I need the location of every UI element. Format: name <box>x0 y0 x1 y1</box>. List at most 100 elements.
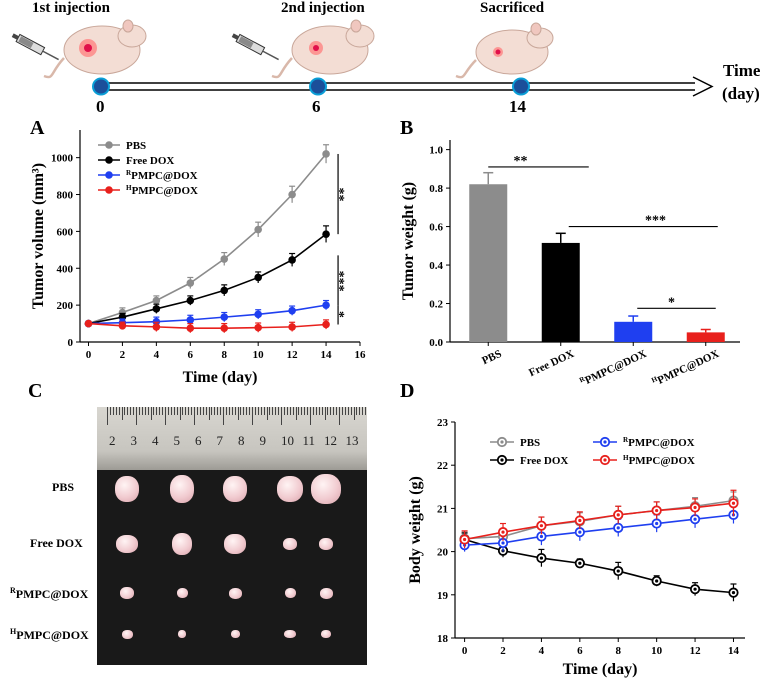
chart-d-point-center <box>501 541 505 545</box>
chart-a-point <box>322 320 330 329</box>
tumor-sample <box>228 587 242 599</box>
chart-a-legend-label: PBS <box>126 140 146 152</box>
chart-d-point-center <box>578 518 582 523</box>
ruler-tick <box>188 407 190 415</box>
chart-d-point-center <box>539 534 544 539</box>
panel-label-b: B <box>400 117 414 139</box>
chart-b-sig-label: ** <box>514 154 528 169</box>
chart-d-xtick-label: 14 <box>728 645 740 657</box>
ruler-tick <box>249 407 251 415</box>
chart-a-series-line <box>88 153 327 325</box>
ruler-tick <box>324 407 326 420</box>
chart-d-xtick-label: 12 <box>690 645 702 657</box>
syringe-icon-1 <box>11 33 59 61</box>
ruler-tick <box>252 407 253 425</box>
ruler-number: 10 <box>281 433 294 448</box>
ruler-number: 13 <box>345 433 359 448</box>
chart-a-xtick-label: 4 <box>154 349 160 361</box>
timeline-dot-0 <box>92 77 110 96</box>
ruler-tick <box>307 407 309 415</box>
tumor-sample <box>178 630 186 638</box>
chart-d-ytick-label: 22 <box>437 460 449 472</box>
tumor-sample <box>116 535 138 553</box>
chart-d-series-line <box>464 514 734 546</box>
timeline-day-6: 6 <box>312 97 321 116</box>
tumor-sample <box>277 476 303 502</box>
chart-a-ytick-label: 600 <box>57 226 74 238</box>
timeline-label-2nd: 2nd injection <box>281 0 365 16</box>
chart-b-xtick-label: PBS <box>480 348 503 367</box>
tumor-sample <box>224 534 246 554</box>
chart-d-ylabel: Body weight (g) <box>407 476 424 584</box>
ruler-tick <box>234 407 236 415</box>
ruler-tick <box>217 407 219 415</box>
chart-a-point <box>152 305 161 313</box>
chart-b-tumor-weight: 0.0 0.2 0.4 0.6 0.8 1.0 Tumor weight (g) PBS Fre… <box>400 140 740 387</box>
chart-d-xtick-label: 10 <box>651 645 663 657</box>
panel-label-a: A <box>30 117 45 139</box>
chart-a-xtick-label: 10 <box>253 349 265 361</box>
ruler-tick <box>365 407 367 415</box>
timeline-axis-time: Time <box>723 61 761 80</box>
chart-d-point-center <box>616 526 620 530</box>
ruler-tick <box>246 407 248 415</box>
chart-d-legend-marker-center <box>603 458 607 462</box>
tumor-sample <box>121 629 133 639</box>
chart-b-sig-label: * <box>668 295 675 310</box>
chart-a-sig-label: * <box>337 311 352 318</box>
chart-a-ytick-label: 0 <box>68 337 74 349</box>
ruler-tick <box>162 407 164 415</box>
photo-row-label: RPMPC@DOX <box>10 586 89 601</box>
ruler-number: 7 <box>216 433 224 448</box>
ruler-tick <box>194 407 195 425</box>
chart-b-ytick-label: 0.0 <box>429 337 443 349</box>
timeline-dot-6 <box>309 77 327 96</box>
tumor-sample <box>284 630 296 638</box>
ruler-tick <box>339 407 340 425</box>
ruler-tick <box>260 407 262 415</box>
ruler-tick <box>243 407 245 415</box>
ruler-tick <box>356 407 358 415</box>
ruler-tick <box>167 407 169 415</box>
chart-a-xtick-label: 8 <box>221 349 227 361</box>
chart-a-point <box>186 296 195 305</box>
chart-a-point <box>152 323 161 331</box>
chart-d-point-center <box>539 524 544 528</box>
chart-a-point <box>254 273 262 282</box>
tumor-sample <box>170 475 194 503</box>
ruler-tick <box>333 407 335 415</box>
chart-b-sig-label: *** <box>645 214 666 229</box>
ruler-tick <box>350 407 352 415</box>
chart-a-point <box>186 279 195 287</box>
ruler-tick <box>202 407 204 415</box>
ruler-number: 12 <box>324 433 337 448</box>
chart-d-xtick-label: 6 <box>577 645 583 657</box>
chart-d-point-center <box>693 517 697 521</box>
chart-a-legend-label: RPMPC@DOX <box>126 169 198 182</box>
chart-a-ytick-label: 400 <box>57 263 74 275</box>
mouse-icon-2 <box>271 19 375 79</box>
ruler-tick <box>214 407 216 415</box>
ruler-tick <box>315 407 317 415</box>
chart-a-legend-label: HPMPC@DOX <box>126 184 198 197</box>
ruler-tick <box>289 407 291 415</box>
panel-label-c: C <box>28 380 43 402</box>
timeline-day-0: 0 <box>96 97 105 116</box>
ruler-tick <box>269 407 271 415</box>
chart-a-ylabel: Tumor volume (mm³) <box>30 163 47 309</box>
ruler-tick <box>237 407 239 420</box>
ruler-tick <box>133 407 135 415</box>
chart-d-xtick-label: 4 <box>539 645 545 657</box>
chart-d-point-center <box>731 591 736 595</box>
tumor-sample <box>311 474 341 504</box>
ruler-tick <box>144 407 146 415</box>
ruler-tick <box>330 407 332 415</box>
chart-d-xtick-label: 8 <box>615 645 621 657</box>
ruler-tick <box>179 407 181 420</box>
tumor-sample <box>284 588 296 598</box>
chart-d-point-center <box>655 521 659 526</box>
chart-a-point <box>220 255 229 263</box>
ruler-number: 6 <box>195 433 202 448</box>
chart-a-point <box>118 321 127 330</box>
ruler-tick <box>278 407 280 415</box>
